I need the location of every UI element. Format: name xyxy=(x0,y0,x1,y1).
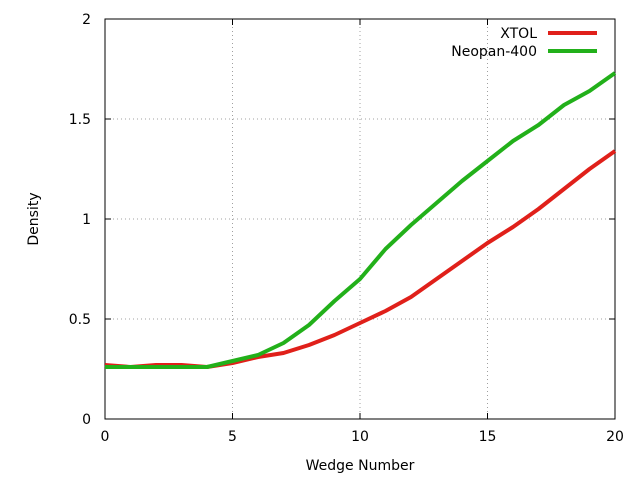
x-tick-label: 0 xyxy=(101,429,110,445)
x-tick-label: 10 xyxy=(351,429,369,445)
series-group xyxy=(104,71,617,369)
y-tick-label: 1.5 xyxy=(69,112,91,128)
y-tick-label: 2 xyxy=(82,12,91,28)
grid xyxy=(105,19,615,419)
series-line-neopan-400 xyxy=(105,71,617,369)
legend-label-xtol: XTOL xyxy=(500,26,537,42)
x-tick-label: 20 xyxy=(606,429,624,445)
y-axis-label: Density xyxy=(26,192,42,245)
x-tick-label: 15 xyxy=(479,429,497,445)
legend-label-neopan-400: Neopan-400 xyxy=(451,44,537,60)
x-axis-label: Wedge Number xyxy=(306,458,415,474)
legend: XTOL Neopan-400 xyxy=(451,26,597,60)
y-tick-label: 0.5 xyxy=(69,312,91,328)
x-tick-label: 5 xyxy=(228,429,237,445)
y-tick-label: 1 xyxy=(82,212,91,228)
y-tick-label: 0 xyxy=(82,412,91,428)
ticks: 0 5 10 15 20 0 0.5 1 1.5 2 xyxy=(69,12,624,445)
